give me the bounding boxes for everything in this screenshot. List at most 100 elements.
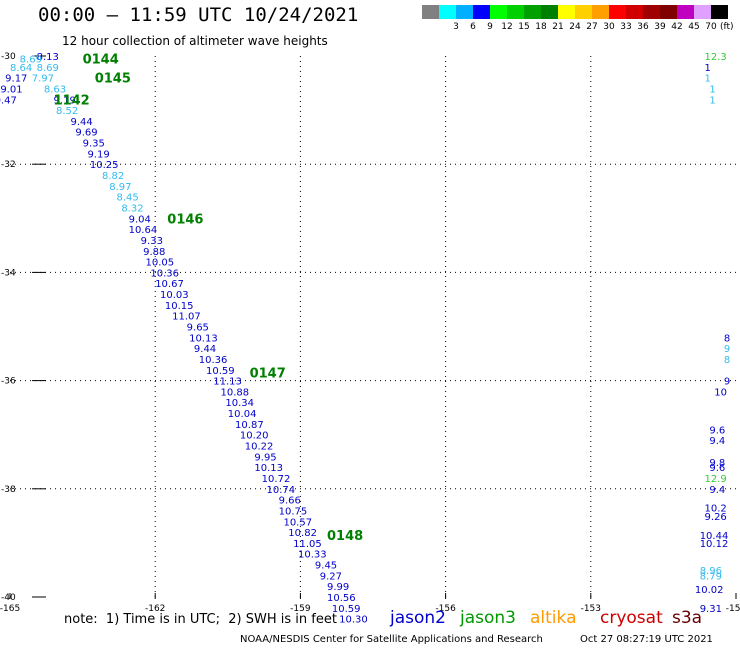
wave-height-label: 8.64 (10, 63, 32, 74)
credit-line: NOAA/NESDIS Center for Satellite Applica… (240, 634, 543, 645)
legend-value-label: 27 (586, 22, 598, 32)
wave-height-label: 1 (709, 95, 715, 106)
footer-note: note: 1) Time is in UTC; 2) SWH is in fe… (64, 612, 337, 627)
wave-height-label: 8.69 (37, 63, 59, 74)
wave-height-label: 9.8 (709, 458, 725, 469)
wave-height-label: 9.27 (320, 571, 342, 582)
satellite-legend-altika: altika (530, 608, 577, 628)
wave-height-label: 9.19 (87, 149, 109, 160)
wave-height-label: 8.97 (109, 182, 131, 193)
satellite-legend-jason2: jason2 (390, 608, 446, 628)
wave-height-label: 10.05 (146, 258, 175, 269)
wave-height-label: 10.36 (199, 355, 228, 366)
wave-height-label: 10.34 (225, 398, 254, 409)
wave-height-label: 10.74 (267, 485, 296, 496)
wave-height-label: 9.44 (71, 117, 93, 128)
legend-swatch (592, 5, 609, 19)
wave-height-label: 8.52 (56, 106, 78, 117)
wave-height-label: 10.57 (283, 517, 312, 528)
longitude-tick-label: -165 (0, 604, 20, 614)
legend-value-label: 9 (487, 22, 493, 32)
wave-height-label: 8.69 (20, 55, 42, 66)
wave-height-label: 10.12 (700, 539, 729, 550)
wave-height-label: 10.22 (245, 442, 274, 453)
wave-height-label: 8.79 (700, 571, 722, 582)
legend-swatch (456, 5, 473, 19)
wave-height-label: 10.13 (189, 333, 218, 344)
pass-time-label: 0145 (95, 72, 131, 87)
legend-swatch (541, 5, 558, 19)
pass-time-label: 0144 (83, 53, 119, 68)
latitude-tick-label: -34 (1, 268, 16, 278)
longitude-tick-label: -159 (290, 604, 311, 614)
legend-value-label: 30 (603, 22, 615, 32)
wave-height-label: 9.17 (5, 74, 27, 85)
wave-height-label: 9.26 (705, 512, 727, 523)
wave-height-label: 9.66 (279, 496, 301, 507)
legend-value-label: 36 (637, 22, 649, 32)
wave-height-label: 8.63 (44, 84, 66, 95)
legend-swatch (473, 5, 490, 19)
legend-value-label: 15 (518, 22, 530, 32)
wave-height-label: 9.95 (254, 452, 276, 463)
wave-height-label: 10.15 (165, 301, 194, 312)
legend-value-label: 39 (654, 22, 666, 32)
wave-height-label: 12.3 (705, 52, 727, 63)
wave-height-label: 9.6 (709, 425, 725, 436)
wave-height-label: 10.72 (262, 474, 291, 485)
pass-time-label: 0147 (250, 366, 286, 381)
wave-height-label: 10.04 (228, 409, 257, 420)
legend-unit-label: (ft) (720, 22, 734, 32)
wave-height-label: 7.97 (32, 74, 54, 85)
satellite-legend-s3a: s3a (672, 608, 703, 628)
satellite-legend-cryosat: cryosat (600, 608, 663, 628)
wave-height-label: 1 (705, 63, 711, 74)
wave-height-label: 12.9 (705, 474, 727, 485)
wave-height-label: 8.82 (102, 171, 124, 182)
wave-height-label: 10.59 (332, 604, 361, 615)
longitude-tick-label: -156 (435, 604, 456, 614)
legend-swatch (660, 5, 677, 19)
wave-height-label: 8 (724, 355, 730, 366)
legend-value-label: 45 (688, 22, 700, 32)
wave-height-label: 10.36 (150, 268, 179, 279)
legend-swatch (439, 5, 456, 19)
wave-height-label: 9.31 (700, 604, 722, 615)
wave-height-label: 10.13 (254, 463, 283, 474)
legend-value-label: 33 (620, 22, 632, 32)
wave-height-label: 9.99 (327, 582, 349, 593)
legend-swatch (524, 5, 541, 19)
map-subtitle: 12 hour collection of altimeter wave hei… (62, 34, 328, 48)
latitude-tick-label: -32 (1, 160, 16, 170)
wave-height-label: 10.59 (206, 366, 235, 377)
wave-height-label: 9 (724, 344, 730, 355)
legend-swatch (643, 5, 660, 19)
satellite-legend-jason3: jason3 (460, 608, 516, 628)
wave-height-label: 9.4 (709, 485, 725, 496)
pass-time-label: 0148 (327, 529, 363, 544)
wave-height-label: 9.69 (75, 128, 97, 139)
pass-time-label: 0146 (167, 212, 203, 227)
wave-height-label: 10.33 (298, 550, 327, 561)
legend-swatch (558, 5, 575, 19)
legend-value-label: 21 (552, 22, 564, 32)
wave-height-label: 9.6 (709, 463, 725, 474)
longitude-tick-label: -153 (581, 604, 601, 614)
generation-timestamp: Oct 27 08:27:19 UTC 2021 (580, 634, 713, 645)
legend-swatch (507, 5, 524, 19)
legend-value-label: 24 (569, 22, 581, 32)
wave-height-label: 11.05 (293, 539, 322, 550)
wave-height-label: 10.25 (90, 160, 119, 171)
wave-height-label: 9.35 (83, 139, 105, 150)
wave-height-label: 10.30 (339, 615, 368, 626)
wave-height-label: 1 (709, 84, 715, 95)
legend-swatch (677, 5, 694, 19)
wave-height-label: 10 (714, 387, 727, 398)
wave-height-label: 9.04 (129, 214, 151, 225)
wave-height-label: 10.56 (327, 593, 356, 604)
wave-height-label: 10.20 (240, 431, 269, 442)
legend-swatch (694, 5, 711, 19)
wave-height-label: 9.45 (315, 561, 337, 572)
wave-height-label: 9.01 (0, 84, 22, 95)
